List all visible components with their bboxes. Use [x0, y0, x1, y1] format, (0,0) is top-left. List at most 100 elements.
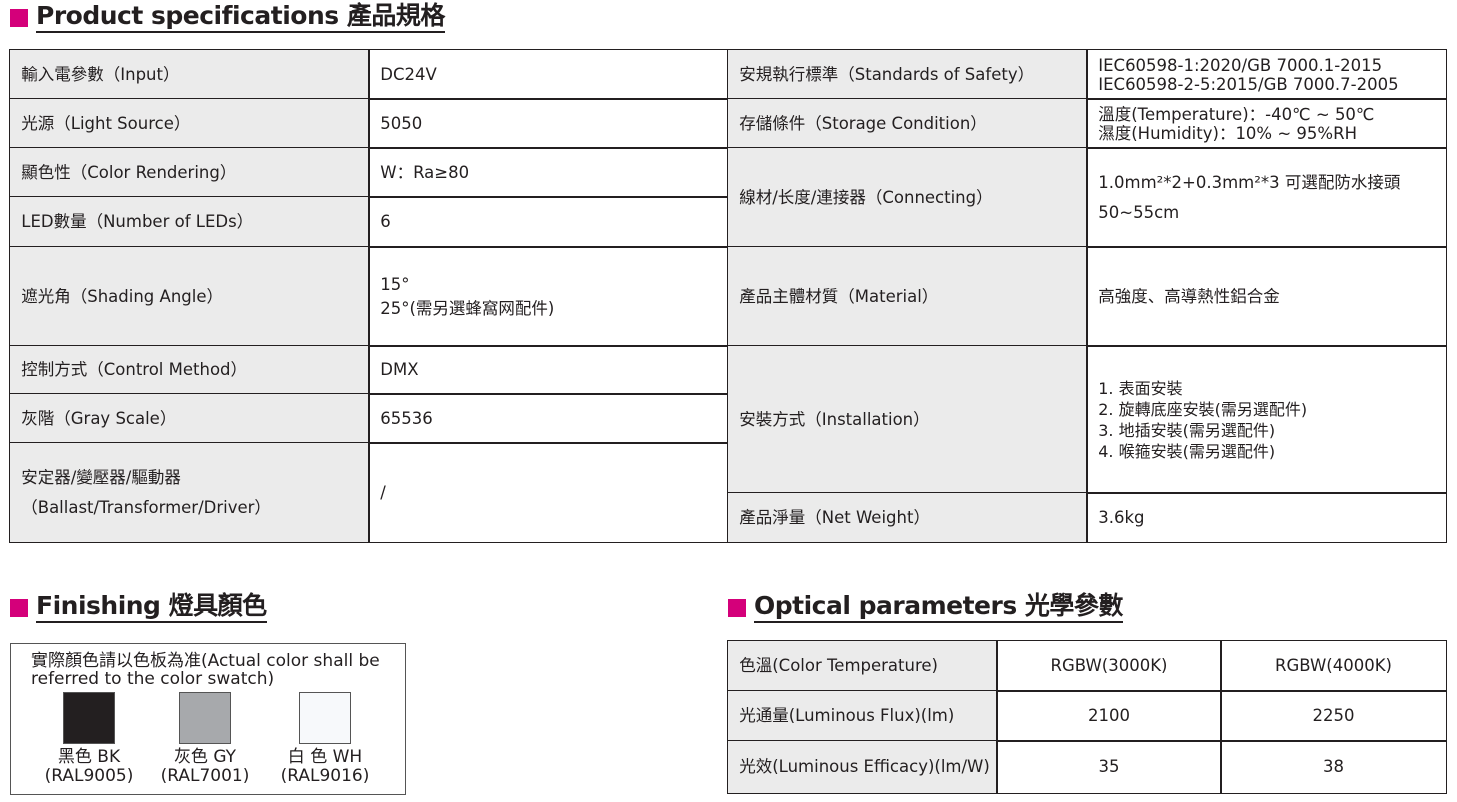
- spec-value: 5050: [368, 98, 729, 149]
- spec-value: 3.6kg: [1086, 492, 1447, 543]
- optical-label: 光通量(Luminous Flux)(lm): [727, 690, 998, 742]
- spec-value: 6: [368, 196, 729, 248]
- spec-label: 線材/长度/連接器（Connecting）: [727, 147, 1088, 248]
- spec-value-text: 4. 喉箍安裝(需另選配件): [1098, 441, 1276, 461]
- swatch-label: 灰色 GY (RAL7001): [145, 748, 265, 786]
- swatch-label: 白 色 WH (RAL9016): [265, 748, 385, 786]
- spec-value-text: W：Ra≥80: [380, 162, 470, 182]
- spec-value: 15° 25°(需另選蜂窩网配件): [368, 246, 729, 347]
- spec-label-text: 線材/长度/連接器（Connecting）: [739, 187, 993, 207]
- spec-value: 1. 表面安裝 2. 旋轉底座安裝(需另選配件) 3. 地插安裝(需另選配件) 4. …: [1086, 345, 1447, 494]
- spec-label-text: LED數量（Number of LEDs）: [21, 212, 254, 231]
- finishing-note: 實際顏色請以色板為准(Actual color shall be referre…: [31, 651, 380, 689]
- spec-label: 產品主體材質（Material）: [727, 246, 1088, 347]
- optical-value: 2100: [996, 690, 1222, 742]
- spec-label: 顯色性（Color Rendering）: [9, 147, 370, 198]
- color-swatch: [63, 692, 115, 744]
- spec-value-text: 15°: [380, 274, 410, 294]
- spec-label: 輸入電參數（Input）: [9, 49, 370, 100]
- swatch-code: (RAL9005): [44, 766, 134, 786]
- finishing-box: 實際顏色請以色板為准(Actual color shall be referre…: [10, 643, 406, 795]
- optical-value: 38: [1220, 740, 1447, 794]
- swatch-code: (RAL9016): [280, 766, 370, 786]
- spec-value-text: 溫度(Temperature)：-40℃ ~ 50℃: [1098, 104, 1375, 124]
- spec-value-text: IEC60598-2-5:2015/GB 7000.7-2005: [1098, 74, 1399, 94]
- spec-label-text: 顯色性（Color Rendering）: [21, 162, 237, 182]
- spec-label: 安規執行標準（Standards of Safety）: [727, 49, 1088, 100]
- swatch-name: 黑色 BK: [57, 747, 121, 767]
- spec-value: W：Ra≥80: [368, 147, 729, 198]
- spec-value: /: [368, 442, 729, 543]
- spec-label-text: 光源（Light Source）: [21, 113, 191, 133]
- swatch-label: 黑色 BK (RAL9005): [29, 748, 149, 786]
- color-swatch: [179, 692, 231, 744]
- spec-value-text: 65536: [380, 408, 433, 428]
- spec-value: 溫度(Temperature)：-40℃ ~ 50℃ 濕度(Humidity)：1…: [1086, 98, 1447, 149]
- spec-label: 存儲條件（Storage Condition）: [727, 98, 1088, 149]
- finishing-heading: Finishing 燈具顏色: [10, 592, 267, 623]
- spec-value-text: 1.0mm²*2+0.3mm²*3 可選配防水接頭: [1098, 172, 1401, 192]
- spec-value-text: 2. 旋轉底座安裝(需另選配件): [1098, 399, 1308, 419]
- optical-value-text: 35: [1098, 757, 1120, 776]
- spec-label: 遮光角（Shading Angle）: [9, 246, 370, 347]
- spec-label-text: 安規執行標準（Standards of Safety）: [739, 64, 1035, 84]
- optical-label-text: 光通量(Luminous Flux)(lm): [739, 706, 955, 725]
- square-icon: [728, 598, 746, 617]
- spec-label: 控制方式（Control Method）: [9, 345, 370, 395]
- spec-label-text: 控制方式（Control Method）: [21, 360, 248, 379]
- spec-value: IEC60598-1:2020/GB 7000.1-2015 IEC60598-2…: [1086, 49, 1447, 100]
- spec-label-text: 遮光角（Shading Angle）: [21, 286, 223, 306]
- square-icon: [10, 8, 28, 27]
- optical-value-text: 38: [1323, 757, 1344, 776]
- spec-value: 1.0mm²*2+0.3mm²*3 可選配防水接頭 50~55cm: [1086, 147, 1447, 248]
- optical-value: 2250: [1220, 690, 1447, 742]
- optical-label: 光效(Luminous Efficacy)(lm/W): [727, 740, 998, 794]
- spec-value-text: DC24V: [380, 64, 437, 84]
- optical-label-text: 色溫(Color Temperature): [739, 656, 938, 675]
- spec-value-text: IEC60598-1:2020/GB 7000.1-2015: [1098, 55, 1383, 75]
- spec-label: 灰階（Gray Scale）: [9, 393, 370, 444]
- spec-label: 安定器/變壓器/驅動器 （Ballast/Transformer/Driver）: [9, 442, 370, 543]
- spec-value-text: 3. 地插安裝(需另選配件): [1098, 420, 1276, 440]
- spec-label-text: 產品淨量（Net Weight）: [739, 507, 930, 527]
- optical-value-text: RGBW(4000K): [1275, 656, 1392, 675]
- spec-value-text: 高強度、高導熱性鋁合金: [1098, 286, 1280, 306]
- swatch-name: 灰色 GY: [173, 747, 237, 767]
- spec-label: 安裝方式（Installation）: [727, 345, 1088, 494]
- spec-value-text: 1. 表面安裝: [1098, 378, 1183, 398]
- spec-value-text: 25°(需另選蜂窩网配件): [380, 298, 555, 318]
- spec-value: 65536: [368, 393, 729, 444]
- spec-label-text: 安裝方式（Installation）: [739, 409, 930, 429]
- optical-label-text: 光效(Luminous Efficacy)(lm/W): [739, 757, 990, 776]
- spec-value: 高強度、高導熱性鋁合金: [1086, 246, 1447, 347]
- optical-value: RGBW(4000K): [1220, 640, 1447, 692]
- spec-label-text: 輸入電參數（Input）: [21, 64, 180, 84]
- spec-label: 光源（Light Source）: [9, 98, 370, 149]
- optical-value: 35: [996, 740, 1222, 794]
- spec-value: DMX: [368, 345, 729, 395]
- spec-value-text: DMX: [380, 360, 419, 379]
- spec-value-text: 6: [380, 212, 391, 231]
- optical-value: RGBW(3000K): [996, 640, 1222, 692]
- spec-label: LED數量（Number of LEDs）: [9, 196, 370, 248]
- spec-value-text: 50~55cm: [1098, 202, 1180, 222]
- optical-label: 色溫(Color Temperature): [727, 640, 998, 692]
- spec-label: 產品淨量（Net Weight）: [727, 492, 1088, 543]
- spec-label-text: 安定器/變壓器/驅動器: [21, 467, 181, 487]
- optical-heading: Optical parameters 光學參數: [728, 592, 1123, 623]
- spec-heading: Product specifications 產品規格: [10, 2, 445, 33]
- spec-value-text: 5050: [380, 113, 423, 133]
- spec-value-text: 濕度(Humidity)：10% ~ 95%RH: [1098, 123, 1357, 143]
- spec-value-text: /: [380, 482, 386, 502]
- swatch-code: (RAL7001): [160, 766, 250, 786]
- color-swatch: [299, 692, 351, 744]
- spec-label-text: 產品主體材質（Material）: [739, 286, 939, 306]
- optical-value-text: 2250: [1312, 706, 1355, 725]
- spec-value-text: 3.6kg: [1098, 507, 1145, 527]
- spec-label-text: 存儲條件（Storage Condition）: [739, 113, 987, 133]
- square-icon: [10, 598, 28, 617]
- spec-label-text: （Ballast/Transformer/Driver）: [21, 497, 271, 517]
- optical-value-text: 2100: [1088, 706, 1130, 725]
- spec-value: DC24V: [368, 49, 729, 100]
- swatch-name: 白 色 WH: [287, 747, 363, 767]
